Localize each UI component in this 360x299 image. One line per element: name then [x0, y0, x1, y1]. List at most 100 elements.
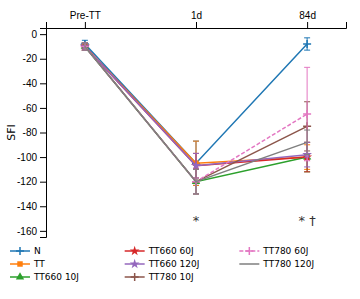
legend-entry: TT: [10, 259, 45, 269]
error-bar-cap: [82, 50, 88, 51]
series-line: [85, 46, 307, 181]
tick-label: -160: [17, 226, 37, 237]
legend-label: N: [34, 246, 41, 256]
error-bar-cap: [193, 141, 199, 142]
tick-label: -40: [23, 78, 38, 89]
y-tick: 0: [31, 29, 46, 40]
legend-entry: TT660 120J: [125, 259, 200, 269]
tick-mark: [40, 34, 46, 35]
tick-mark: [196, 22, 197, 28]
point-marker: [303, 110, 311, 118]
error-bar-stem: [84, 43, 85, 50]
series: [81, 42, 312, 194]
annotation: *: [193, 213, 200, 228]
y-axis-title: SFI: [5, 124, 18, 141]
tick-label: -100: [17, 152, 37, 163]
axis-line: [47, 22, 347, 29]
error-bar-stem: [196, 169, 197, 194]
annotation: * †: [299, 213, 317, 228]
tick-mark: [40, 83, 46, 84]
point-marker: [303, 40, 311, 48]
error-bar-stem: [84, 43, 85, 50]
error-bar-cap: [193, 193, 199, 194]
error-bar-cap: [82, 50, 88, 51]
legend-label: TT780 120J: [262, 259, 314, 269]
error-bar-cap: [193, 193, 199, 194]
error-bar-stem: [307, 130, 308, 155]
legend-swatch: [239, 263, 259, 265]
error-bar-cap: [82, 50, 88, 51]
legend-marker: [16, 247, 24, 255]
series-line: [85, 46, 307, 181]
error-bar-cap: [193, 153, 199, 154]
legend: N TT TT660 10J TT660 60J TT660 120J TT780 10J…: [10, 246, 314, 282]
tick-mark: [40, 59, 46, 60]
error-bar-stem: [196, 169, 197, 194]
legend-label: TT780 10J: [148, 272, 194, 282]
y-tick: -60: [23, 103, 46, 114]
chart: Pre-TT1d84d0-20-40-60-80-100-120-140-160…: [0, 0, 360, 299]
tick-mark: [40, 157, 46, 158]
error-bar-cap: [304, 67, 310, 68]
error-bar-cap: [82, 42, 88, 43]
error-bar-cap: [304, 50, 310, 51]
y-tick: -140: [17, 201, 46, 212]
series-line: [85, 46, 307, 165]
error-bar-cap: [304, 37, 310, 38]
x-tick: 84d: [299, 10, 316, 28]
legend-entry: N: [10, 246, 41, 256]
point-marker: [191, 161, 201, 170]
x-axis: Pre-TT 1d 84d: [47, 10, 347, 29]
error-bar-cap: [82, 42, 88, 43]
error-bar-cap: [193, 169, 199, 170]
legend-marker: [131, 273, 139, 281]
error-bar-cap: [304, 171, 310, 172]
series: [82, 43, 310, 194]
legend-entry: TT780 10J: [125, 272, 194, 282]
legend-entry: TT660 10J: [10, 272, 79, 282]
legend-entry: TT780 60J: [239, 246, 308, 256]
error-bar: [304, 67, 310, 160]
error-bar-cap: [193, 169, 199, 170]
error-bar-cap: [193, 169, 199, 170]
error-bar-cap: [82, 50, 88, 51]
legend-label: TT660 120J: [148, 259, 200, 269]
tick-mark: [40, 133, 46, 134]
error-bar-stem: [84, 43, 85, 50]
error-bar-cap: [193, 193, 199, 194]
series-line: [85, 46, 307, 181]
tick-label: -80: [23, 127, 38, 138]
x-tick: Pre-TT: [70, 10, 101, 28]
legend-entry: TT780 120J: [239, 259, 314, 269]
y-tick: -120: [17, 176, 46, 187]
error-bar: [193, 169, 199, 194]
legend-marker: [130, 246, 140, 255]
y-tick: -40: [23, 78, 46, 89]
series: [81, 42, 311, 194]
error-bar-cap: [82, 42, 88, 43]
tick-mark: [40, 182, 46, 183]
error-bar-cap: [82, 42, 88, 43]
error-bar-cap: [304, 171, 310, 172]
point-marker: [80, 41, 90, 50]
legend-marker: [245, 247, 253, 255]
annotations: * * †: [193, 213, 316, 228]
tick-label: 1d: [191, 10, 202, 21]
legend-label: TT660 60J: [148, 246, 194, 256]
legend-label: TT660 10J: [33, 272, 79, 282]
series: [80, 41, 312, 178]
tick-mark: [40, 206, 46, 207]
error-bar-cap: [82, 42, 88, 43]
error-bar-stem: [84, 43, 85, 50]
error-bar-stem: [84, 43, 85, 50]
error-bar-cap: [82, 42, 88, 43]
tick-label: 0: [31, 29, 37, 40]
error-bar-cap: [82, 42, 88, 43]
legend-marker: [130, 259, 140, 268]
error-bar-cap: [304, 154, 310, 155]
legend-label: TT: [33, 259, 45, 269]
y-axis: 0-20-40-60-80-100-120-140-160: [17, 29, 47, 238]
legend-marker: [17, 261, 22, 266]
series: [81, 42, 311, 194]
error-bar-cap: [304, 160, 310, 161]
